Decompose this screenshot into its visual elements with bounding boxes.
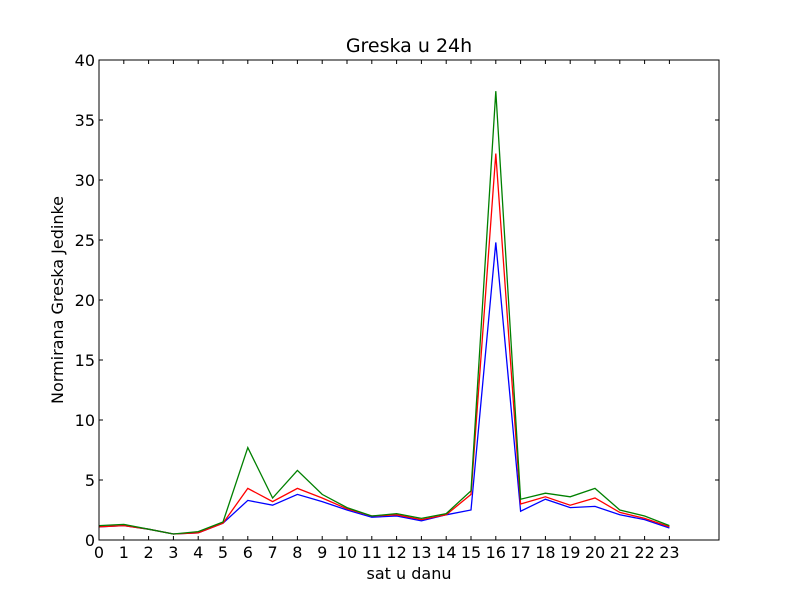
x-tick-label: 2 xyxy=(144,543,154,562)
x-tick-label: 1 xyxy=(119,543,129,562)
x-tick-label: 23 xyxy=(659,543,679,562)
x-tick-label: 14 xyxy=(436,543,456,562)
x-tick-label: 19 xyxy=(560,543,580,562)
x-tick-label: 11 xyxy=(362,543,382,562)
y-tick-label: 0 xyxy=(85,531,95,550)
x-tick-label: 21 xyxy=(610,543,630,562)
x-tick-label: 8 xyxy=(292,543,302,562)
x-tick-label: 4 xyxy=(193,543,203,562)
x-tick-label: 12 xyxy=(386,543,406,562)
x-tick-label: 17 xyxy=(510,543,530,562)
y-tick-label: 30 xyxy=(75,171,95,190)
x-tick-label: 7 xyxy=(268,543,278,562)
x-tick-label: 9 xyxy=(317,543,327,562)
x-tick-label: 3 xyxy=(168,543,178,562)
x-tick-label: 20 xyxy=(585,543,605,562)
y-tick-label: 35 xyxy=(75,111,95,130)
x-tick-label: 10 xyxy=(337,543,357,562)
x-tick-label: 0 xyxy=(94,543,104,562)
y-tick-label: 5 xyxy=(85,471,95,490)
y-tick-label: 20 xyxy=(75,291,95,310)
chart-title: Greska u 24h xyxy=(346,35,472,57)
y-tick-label: 40 xyxy=(75,51,95,70)
y-tick-label: 10 xyxy=(75,411,95,430)
x-tick-label: 22 xyxy=(634,543,654,562)
plot-area xyxy=(99,60,719,540)
y-tick-label: 15 xyxy=(75,351,95,370)
x-axis-label: sat u danu xyxy=(367,564,452,583)
series-line-3 xyxy=(98,91,670,535)
x-tick-label: 16 xyxy=(486,543,506,562)
y-axis-label: Normirana Greska Jedinke xyxy=(48,196,67,404)
x-tick-label: 6 xyxy=(243,543,253,562)
x-tick-label: 13 xyxy=(411,543,431,562)
x-tick-label: 15 xyxy=(461,543,481,562)
x-tick-label: 18 xyxy=(535,543,555,562)
y-tick-label: 25 xyxy=(75,231,95,250)
x-tick-label: 5 xyxy=(218,543,228,562)
